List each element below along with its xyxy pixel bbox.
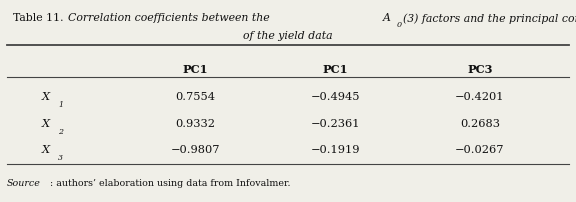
Text: 0.7554: 0.7554 xyxy=(175,92,215,102)
Text: 1: 1 xyxy=(58,101,63,109)
Text: 0.2683: 0.2683 xyxy=(460,118,500,128)
Text: A: A xyxy=(383,13,391,23)
Text: −0.1919: −0.1919 xyxy=(310,144,360,154)
Text: −0.4945: −0.4945 xyxy=(310,92,360,102)
Text: −0.4201: −0.4201 xyxy=(455,92,505,102)
Text: 0.9332: 0.9332 xyxy=(175,118,215,128)
Text: 3: 3 xyxy=(58,154,63,161)
Text: Correlation coefficients between the: Correlation coefficients between the xyxy=(68,13,272,23)
Text: (3) factors and the principal components: (3) factors and the principal components xyxy=(403,13,576,24)
Text: −0.2361: −0.2361 xyxy=(310,118,360,128)
Text: PC1: PC1 xyxy=(322,64,348,75)
Text: X: X xyxy=(42,144,50,154)
Text: 2: 2 xyxy=(58,127,63,135)
Text: PC3: PC3 xyxy=(467,64,492,75)
Text: 0: 0 xyxy=(397,21,402,29)
Text: Table 11.: Table 11. xyxy=(13,13,65,23)
Text: of the yield data: of the yield data xyxy=(243,31,333,41)
Text: X: X xyxy=(42,118,50,128)
Text: −0.0267: −0.0267 xyxy=(455,144,505,154)
Text: PC1: PC1 xyxy=(182,64,208,75)
Text: X: X xyxy=(42,92,50,102)
Text: Source: Source xyxy=(7,178,41,187)
Text: −0.9807: −0.9807 xyxy=(170,144,220,154)
Text: : authors’ elaboration using data from Infovalmer.: : authors’ elaboration using data from I… xyxy=(50,178,291,187)
